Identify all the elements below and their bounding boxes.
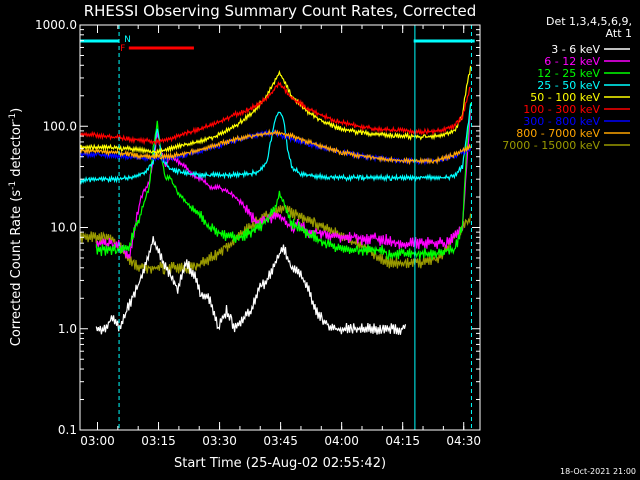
x-tick-label: 04:30 [446,434,481,448]
x-tick-label: 04:00 [324,434,359,448]
legend-label-800-7000-kev: 800 - 7000 keV [516,127,600,140]
legend-label-6-12-kev: 6 - 12 keV [544,55,600,68]
legend-label-300-800-kev: 300 - 800 keV [523,115,600,128]
y-tick-label: 1000.0 [35,18,77,32]
y-tick-label: 100.0 [43,119,77,133]
legend-label-3-6-kev: 3 - 6 keV [551,43,600,56]
x-axis-label: Start Time (25-Aug-02 02:55:42) [174,456,386,471]
legend-header: Att 1 [606,27,632,40]
series-line-50-100-kev [79,65,472,157]
legend-label-7000-15000-kev: 7000 - 15000 keV [502,139,600,152]
night-flag-label: N [124,35,131,45]
x-tick-label: 03:30 [202,434,237,448]
legend-label-100-300-kev: 100 - 300 keV [523,103,600,116]
x-tick-label: 03:45 [263,434,298,448]
x-tick-label: 04:15 [385,434,420,448]
y-axis-label: Corrected Count Rate (s-1 detector-1) [8,108,24,346]
x-tick-label: 03:00 [80,434,115,448]
series-line-3-6-kev [95,236,407,335]
legend-label-12-25-kev: 12 - 25 keV [537,67,600,80]
y-tick-label: 1.0 [58,322,77,336]
legend-label-50-100-kev: 50 - 100 keV [530,91,600,104]
series-line-25-50-kev [79,104,472,185]
y-tick-label: 0.1 [58,423,77,437]
plot-frame [79,24,481,431]
flare-flag-label: F [120,44,125,54]
legend-header: Det 1,3,4,5,6,9, [546,15,632,28]
series-line-800-7000-kev [79,128,472,166]
legend-label-25-50-kev: 25 - 50 keV [537,79,600,92]
series-line-100-300-kev [79,81,471,147]
x-tick-label: 03:15 [141,434,176,448]
timestamp: 18-Oct-2021 21:00 [560,467,636,476]
chart-title: RHESSI Observing Summary Count Rates, Co… [84,2,477,20]
y-tick-label: 10.0 [50,221,77,235]
